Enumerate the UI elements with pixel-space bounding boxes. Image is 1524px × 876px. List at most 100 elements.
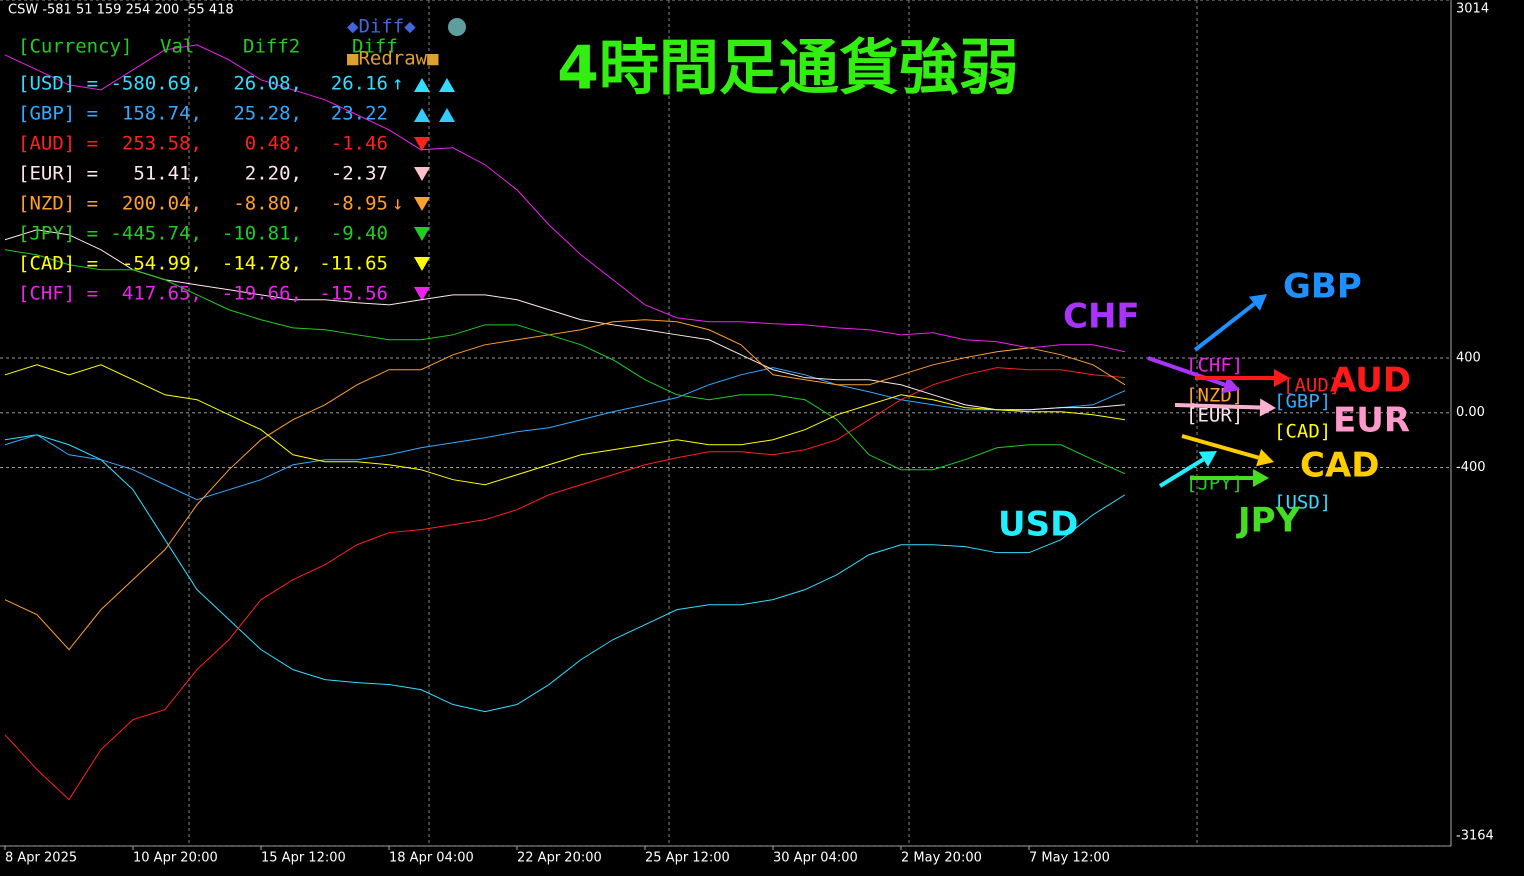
- annotation: CHF: [1063, 297, 1140, 337]
- annotation: USD: [998, 505, 1078, 545]
- series-line: [4, 367, 1126, 801]
- redraw-button[interactable]: ■Redraw■: [347, 48, 439, 70]
- x-tick-label: 18 Apr 04:00: [389, 851, 474, 866]
- row-diff2: 0.48,: [245, 133, 302, 155]
- currency-tag: [CHF]: [1186, 355, 1243, 377]
- vertical-grid: [188, 0, 1198, 846]
- arrow-head: [1221, 376, 1240, 394]
- y-tick-label: -3164: [1456, 829, 1494, 844]
- up-icon: [439, 108, 455, 122]
- x-tick-label: 2 May 20:00: [901, 851, 982, 866]
- row-diff2: 25.28,: [233, 103, 302, 125]
- arrow-head: [1198, 451, 1217, 468]
- arrow-shaft: [1193, 302, 1256, 352]
- row-trend: ↓: [392, 193, 403, 215]
- arrow-head: [1253, 469, 1269, 487]
- row-label: [USD] =: [18, 73, 98, 95]
- arrow-shaft: [1147, 356, 1226, 387]
- x-tick-label: 30 Apr 04:00: [773, 851, 858, 866]
- currency-tag: [AUD]: [1283, 375, 1340, 397]
- arrow-shaft: [1174, 403, 1261, 410]
- currency-tag: [JPY]: [1186, 473, 1243, 495]
- series-line: [4, 364, 1126, 486]
- row-val: 417.65,: [122, 283, 202, 305]
- arrow-head: [1259, 398, 1276, 417]
- row-trend: ↑: [392, 73, 403, 95]
- arrow-head: [1256, 448, 1274, 467]
- row-label: [EUR] =: [18, 163, 98, 185]
- series-line: [4, 249, 1126, 475]
- annotation: CAD: [1300, 446, 1380, 486]
- x-tick-label: 8 Apr 2025: [5, 851, 77, 866]
- row-val: 51.41,: [133, 163, 202, 185]
- row-diff2: -14.78,: [222, 253, 302, 275]
- y-tick-label: 3014: [1456, 2, 1489, 17]
- row-diff: -2.37: [331, 163, 388, 185]
- series-line: [4, 319, 1126, 651]
- annotation: EUR: [1333, 401, 1410, 441]
- row-val: 200.04,: [122, 193, 202, 215]
- annotation: JPY: [1236, 501, 1301, 541]
- row-diff: 23.22: [331, 103, 388, 125]
- row-diff: -11.65: [319, 253, 388, 275]
- row-label: [AUD] =: [18, 133, 98, 155]
- arrow-shaft: [1181, 434, 1260, 460]
- x-tick-label: 10 Apr 20:00: [133, 851, 218, 866]
- row-diff: -15.56: [319, 283, 388, 305]
- annotation: AUD: [1330, 361, 1411, 401]
- table-header: [Currency]: [18, 36, 132, 58]
- row-diff: 26.16: [331, 73, 388, 95]
- row-val: -54.99,: [122, 253, 202, 275]
- y-tick-label: -400: [1456, 460, 1486, 475]
- row-diff2: 26.08,: [233, 73, 302, 95]
- arrow-head: [1248, 294, 1267, 311]
- annotation: GBP: [1283, 267, 1362, 307]
- series-line: [4, 367, 1126, 501]
- row-diff2: -8.80,: [233, 193, 302, 215]
- down-icon: [414, 227, 430, 241]
- up-icon: [414, 78, 430, 92]
- series-line: [4, 44, 1126, 353]
- currency-tag: [CAD]: [1274, 421, 1331, 443]
- up-icon: [414, 108, 430, 122]
- diff-button[interactable]: ◆Diff◆: [347, 16, 416, 38]
- series-line: [4, 229, 1126, 411]
- row-label: [CAD] =: [18, 253, 98, 275]
- row-val: 253.58,: [122, 133, 202, 155]
- info-text: CSW -581 51 159 254 200 -55 418: [8, 3, 234, 18]
- x-tick-label: 7 May 12:00: [1029, 851, 1110, 866]
- table-header: Diff: [352, 36, 398, 58]
- currency-tag: [USD]: [1274, 492, 1331, 514]
- status-dot: [448, 18, 466, 36]
- down-icon: [414, 137, 430, 151]
- currency-tag: [GBP]: [1274, 391, 1331, 413]
- row-label: [NZD] =: [18, 193, 98, 215]
- row-val: -580.69,: [110, 73, 202, 95]
- row-val: -445.74,: [110, 223, 202, 245]
- arrow-head: [1274, 369, 1290, 387]
- row-diff2: -10.81,: [222, 223, 302, 245]
- y-tick-label: 400: [1456, 350, 1481, 365]
- currency-tag: [EUR]: [1186, 405, 1243, 427]
- down-icon: [414, 257, 430, 271]
- row-label: [JPY] =: [18, 223, 98, 245]
- down-icon: [414, 197, 430, 211]
- arrow-shaft: [1158, 457, 1205, 488]
- x-tick-label: 22 Apr 20:00: [517, 851, 602, 866]
- up-icon: [439, 78, 455, 92]
- x-tick-label: 25 Apr 12:00: [645, 851, 730, 866]
- x-tick-label: 15 Apr 12:00: [261, 851, 346, 866]
- trend-icons: [414, 78, 455, 301]
- row-diff: -8.95: [331, 193, 388, 215]
- row-val: 158.74,: [122, 103, 202, 125]
- table-header: Val: [160, 36, 194, 58]
- chart-title: 4時間足通貨強弱: [557, 34, 1019, 104]
- row-label: [GBP] =: [18, 103, 98, 125]
- table-header: Diff2: [243, 36, 300, 58]
- row-diff2: -19.66,: [222, 283, 302, 305]
- y-tick-label: 0.00: [1456, 405, 1485, 420]
- down-icon: [414, 287, 430, 301]
- row-label: [CHF] =: [18, 283, 98, 305]
